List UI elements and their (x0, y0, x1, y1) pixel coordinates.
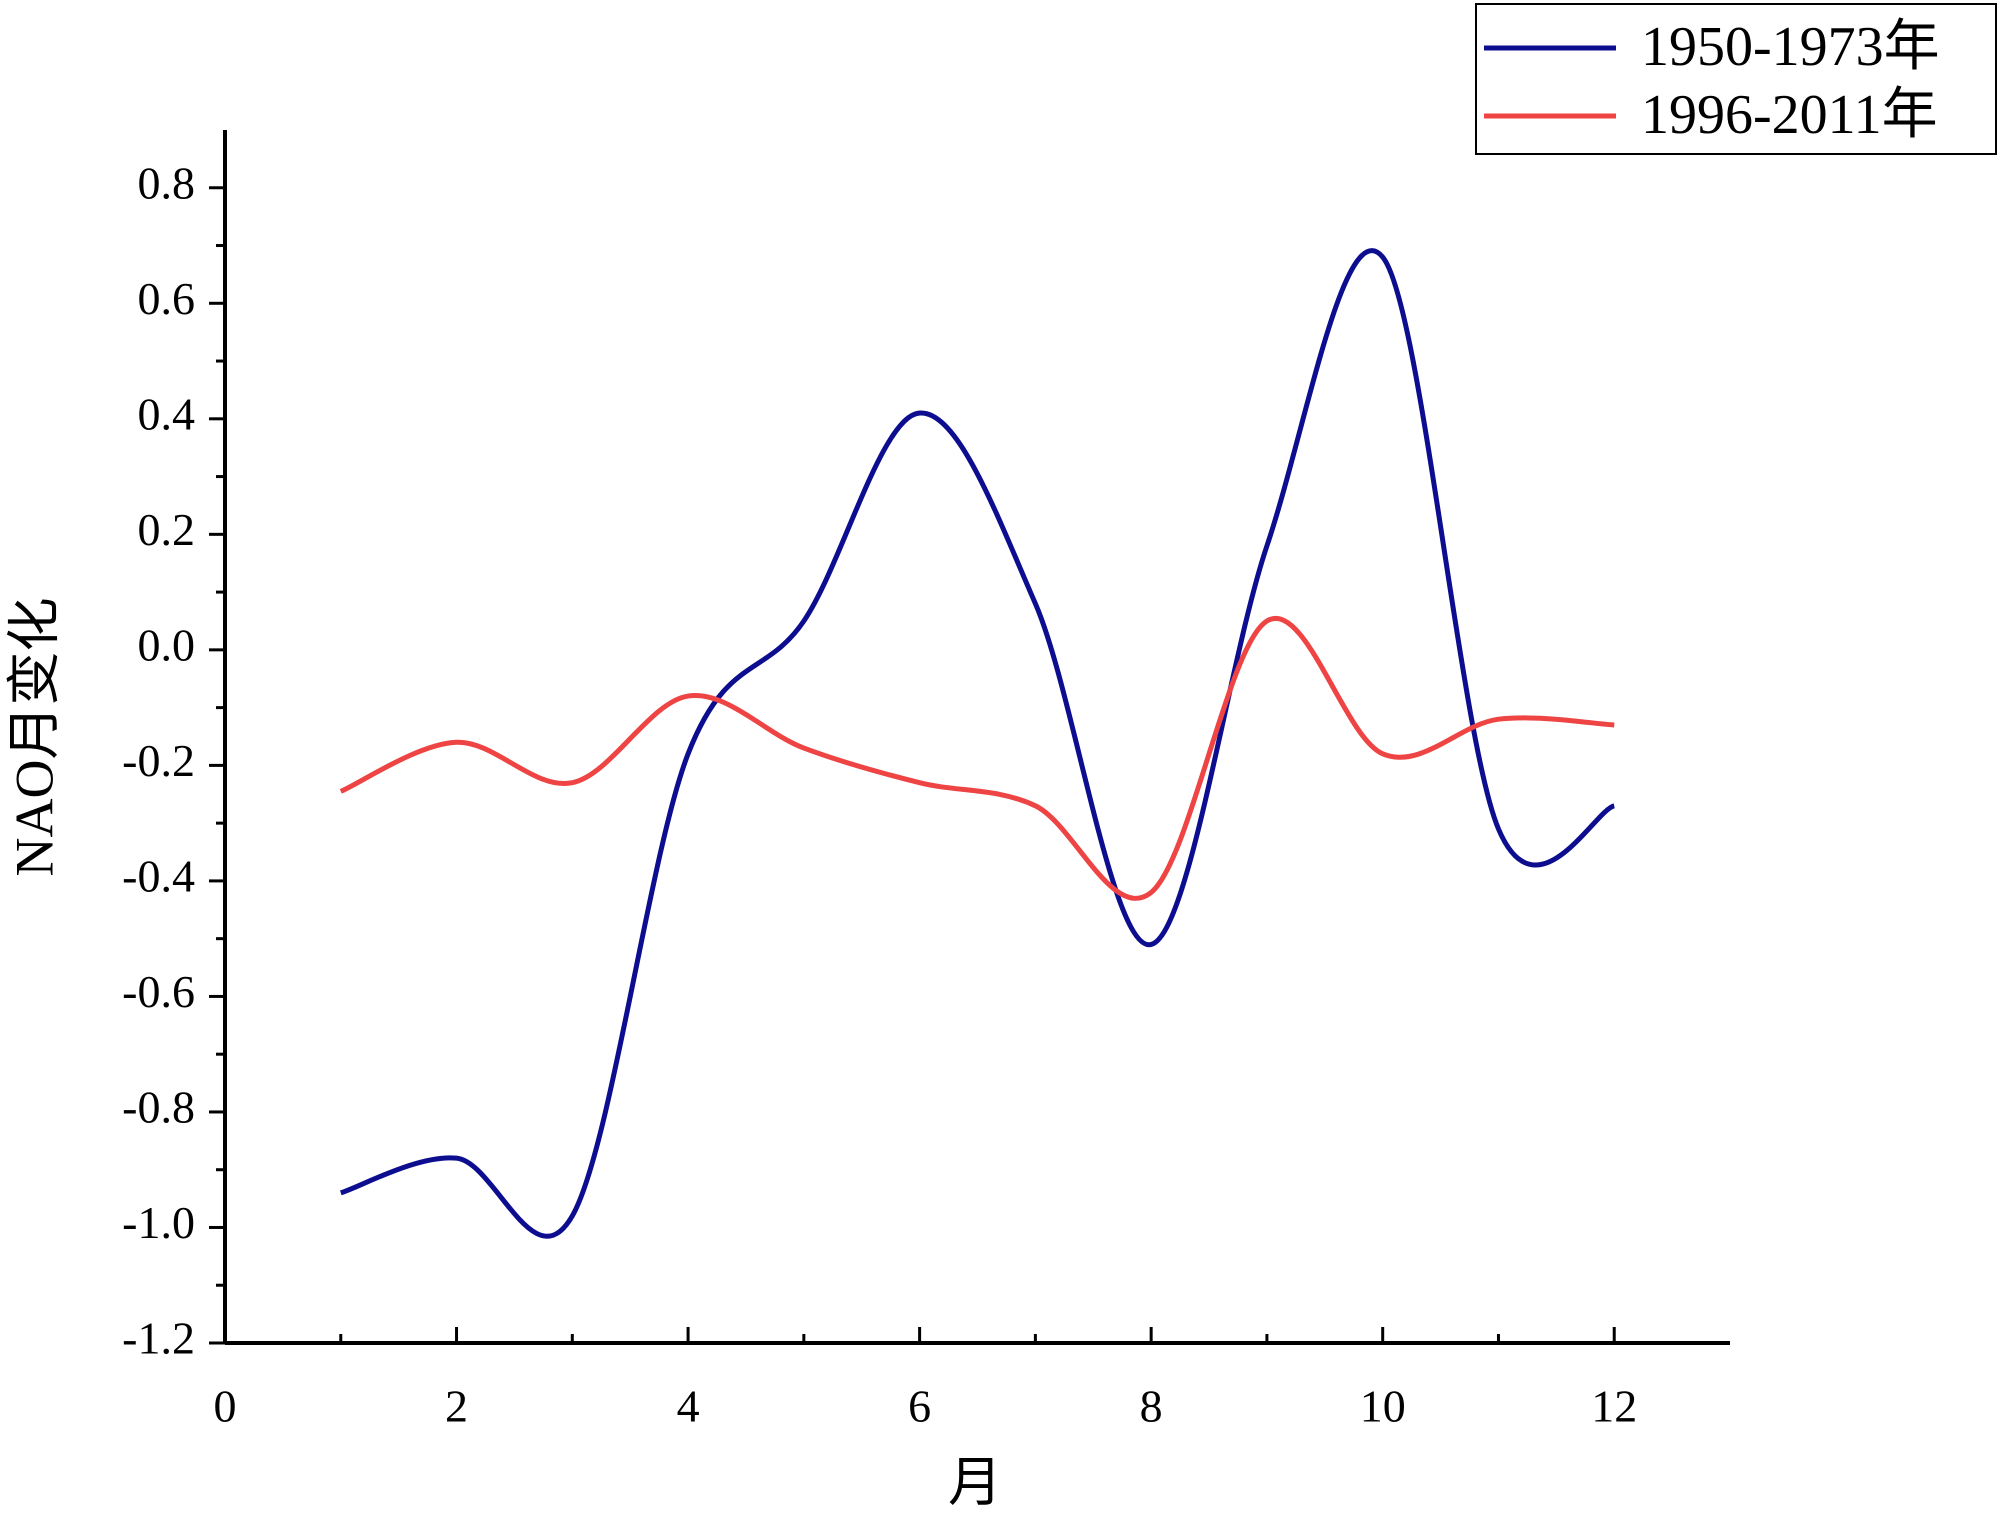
y-tick-label: -0.8 (122, 1082, 195, 1133)
x-tick-label: 8 (1140, 1381, 1163, 1432)
x-tick-label: 10 (1360, 1381, 1406, 1432)
y-tick-label: -0.4 (122, 850, 195, 901)
legend-label: 1996-2011年 (1641, 84, 1938, 146)
x-tick-label: 4 (677, 1381, 700, 1432)
legend-box (1475, 3, 1997, 155)
y-tick-label: 0.0 (138, 619, 196, 670)
x-axis-label: 月 (948, 1452, 1002, 1512)
data-line (339, 615, 1615, 901)
legend-label: 1950-1973年 (1641, 16, 1940, 78)
y-tick-label: 0.8 (138, 157, 196, 208)
y-tick-label: -1.2 (122, 1313, 195, 1364)
y-tick-label: 0.6 (138, 273, 196, 324)
y-axis-label: NAO月变化 (4, 598, 64, 877)
y-tick-label: -1.0 (122, 1197, 195, 1248)
data-line (339, 248, 1616, 1239)
y-tick-label: -0.6 (122, 966, 195, 1017)
x-tick-label: 2 (445, 1381, 468, 1432)
x-tick-label: 12 (1591, 1381, 1637, 1432)
y-tick-label: 0.4 (138, 388, 196, 439)
y-tick-label: -0.2 (122, 735, 195, 786)
y-tick-label: 0.2 (138, 504, 196, 555)
x-tick-label: 6 (908, 1381, 931, 1432)
x-tick-label: 0 (214, 1381, 237, 1432)
